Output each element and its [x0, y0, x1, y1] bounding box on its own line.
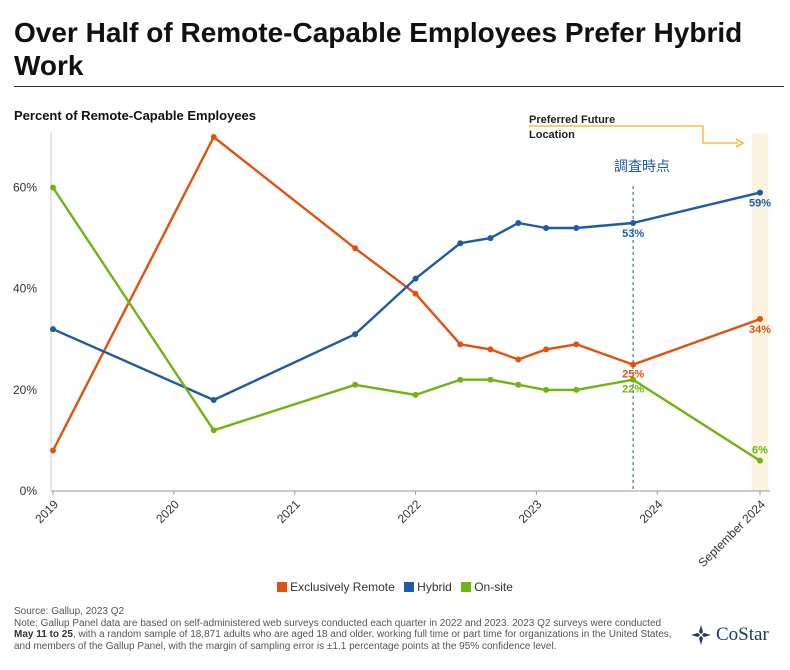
costar-logo: CoStar — [690, 624, 769, 646]
data-label-hybrid: 53% — [622, 228, 644, 240]
note-prefix: Note: Gallup Panel data are based on sel… — [14, 617, 662, 629]
series-line-exclusively-remote — [51, 135, 761, 452]
series-layer — [50, 134, 763, 464]
source-notes: Source: Gallup, 2023 Q2 Note: Gallup Pan… — [14, 606, 674, 652]
data-point-on-site — [457, 376, 464, 383]
data-point-exclusively-remote — [757, 316, 763, 323]
y-tick-label: 0% — [20, 484, 38, 498]
data-point-exclusively-remote — [210, 134, 217, 140]
data-point-on-site — [630, 376, 637, 383]
data-point-on-site — [50, 184, 56, 191]
future-annotation: Preferred Future Location — [529, 114, 745, 148]
data-point-exclusively-remote — [487, 346, 494, 353]
survey-marker-label: 調査時点 — [614, 159, 670, 175]
data-point-on-site — [210, 427, 217, 434]
axes-layer: 0% 20% 40% 60% 2019 2020 2021 2022 2023 2024 Septe… — [13, 132, 770, 570]
data-point-hybrid — [573, 225, 580, 232]
chart-legend: Exclusively Remote Hybrid On-site — [0, 580, 790, 595]
data-point-on-site — [543, 386, 550, 393]
x-tick-label: 2021 — [274, 497, 303, 526]
source-line: Source: Gallup, 2023 Q2 — [14, 606, 125, 617]
data-label-on-site: 6% — [752, 445, 768, 457]
legend-swatch-onsite — [461, 582, 472, 592]
data-point-exclusively-remote — [412, 290, 419, 297]
data-label-on-site: 22% — [622, 384, 644, 396]
data-point-hybrid — [412, 275, 419, 282]
data-point-hybrid — [457, 240, 464, 247]
future-annotation-arrowhead — [735, 138, 745, 148]
line-chart: 0% 20% 40% 60% 2019 2020 2021 2022 2023 2024 Septe… — [13, 114, 771, 570]
data-point-hybrid — [352, 331, 359, 338]
future-location-band — [751, 133, 769, 491]
data-point-exclusively-remote — [573, 341, 580, 348]
data-point-hybrid — [50, 326, 56, 333]
data-label-exclusively-remote: 34% — [749, 324, 771, 336]
x-tick-label: 2024 — [637, 497, 666, 526]
data-point-exclusively-remote — [457, 341, 464, 348]
data-point-exclusively-remote — [50, 447, 56, 454]
data-point-hybrid — [487, 235, 494, 242]
data-point-on-site — [412, 391, 419, 398]
title-divider — [14, 86, 784, 87]
point-label-layer: 25% 34% 53% 59% 22% 6% — [622, 198, 771, 457]
data-point-exclusively-remote — [352, 245, 359, 252]
future-annotation-label: Preferred Future Location — [529, 114, 618, 141]
data-point-hybrid — [757, 189, 763, 196]
data-point-hybrid — [630, 219, 637, 226]
data-point-on-site — [757, 457, 763, 464]
data-point-exclusively-remote — [543, 346, 550, 353]
note-suffix: , with a random sample of 18,871 adults … — [14, 629, 672, 652]
legend-label-remote: Exclusively Remote — [290, 580, 395, 594]
logo-text: CoStar — [716, 624, 769, 645]
series-line-hybrid — [52, 191, 761, 402]
x-tick-label: September 2024 — [695, 497, 768, 570]
data-label-hybrid: 59% — [749, 198, 771, 210]
x-tick-label: 2023 — [516, 497, 545, 526]
data-point-hybrid — [210, 396, 217, 403]
data-point-on-site — [352, 381, 359, 388]
data-point-on-site — [515, 381, 522, 388]
data-point-exclusively-remote — [630, 361, 637, 368]
series-line-on-site — [51, 186, 761, 462]
legend-item-hybrid: Hybrid — [404, 580, 452, 594]
legend-label-hybrid: Hybrid — [417, 580, 452, 594]
legend-item-onsite: On-site — [461, 580, 513, 594]
future-band-layer — [751, 133, 769, 491]
note-text: Note: Gallup Panel data are based on sel… — [14, 618, 674, 653]
data-point-on-site — [487, 376, 494, 383]
future-annotation-arrow — [529, 125, 738, 144]
x-tick-label: 2020 — [153, 497, 182, 526]
y-tick-label: 20% — [13, 383, 37, 397]
x-tick-label: 2022 — [395, 497, 424, 526]
legend-label-onsite: On-site — [474, 580, 513, 594]
data-label-exclusively-remote: 25% — [622, 369, 644, 381]
data-point-hybrid — [543, 225, 550, 232]
chart-subtitle: Percent of Remote-Capable Employees — [14, 108, 257, 123]
note-dates: May 11 to 25 — [14, 629, 73, 640]
data-point-exclusively-remote — [515, 356, 522, 363]
legend-swatch-remote — [277, 582, 288, 592]
data-point-hybrid — [515, 219, 522, 226]
y-tick-label: 40% — [13, 282, 37, 296]
costar-logo-icon — [691, 625, 711, 645]
legend-swatch-hybrid — [404, 582, 415, 592]
data-point-on-site — [573, 386, 580, 393]
legend-item-remote: Exclusively Remote — [277, 580, 395, 594]
y-tick-label: 60% — [13, 181, 37, 195]
x-tick-label: 2019 — [32, 497, 61, 526]
chart-title: Over Half of Remote-Capable Employees Pr… — [14, 17, 743, 81]
